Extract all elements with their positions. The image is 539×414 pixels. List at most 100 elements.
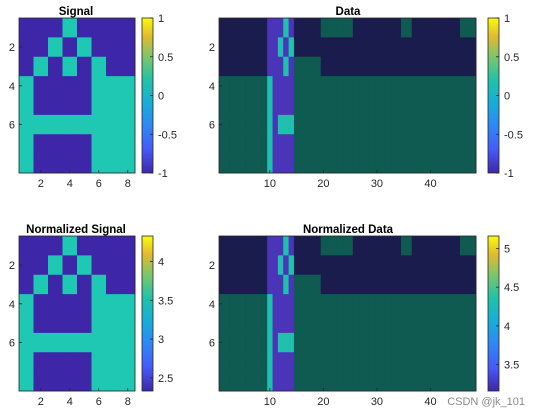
- heatmap-cell: [299, 313, 306, 334]
- heatmap-cell: [352, 332, 359, 353]
- heatmap-cell: [229, 95, 236, 116]
- heatmap-cell: [283, 37, 289, 58]
- colorbar-tick-label: 4.5: [504, 282, 519, 294]
- heatmap-cell: [245, 332, 252, 353]
- heatmap-cell: [358, 95, 364, 116]
- heatmap-cell: [256, 18, 263, 38]
- heatmap-cell: [19, 274, 34, 295]
- heatmap-cell: [120, 371, 136, 392]
- heatmap-cell: [293, 76, 300, 96]
- heatmap-cell: [336, 56, 343, 77]
- heatmap-cell: [288, 274, 295, 295]
- heatmap-cell: [224, 95, 231, 116]
- heatmap-cell: [229, 236, 236, 256]
- heatmap-cell: [347, 153, 354, 174]
- heatmap-cell: [235, 37, 241, 58]
- heatmap-cell: [406, 371, 413, 392]
- heatmap-cell: [120, 37, 136, 58]
- chart-2: 10 20 30 40 2 4 6 Data 1 0.5 0 -0.5 -1: [209, 6, 523, 190]
- heatmap-cell: [33, 255, 49, 276]
- heatmap-cell: [33, 332, 49, 353]
- heatmap-cell: [19, 371, 34, 392]
- heatmap-cell: [277, 95, 284, 116]
- heatmap-cell: [326, 255, 332, 276]
- heatmap-cell: [261, 352, 268, 373]
- heatmap-cell: [470, 255, 477, 276]
- heatmap-cell: [251, 37, 257, 58]
- heatmap-cell: [411, 332, 418, 353]
- heatmap-cell: [256, 352, 263, 373]
- heatmap-cell: [352, 371, 359, 392]
- heatmap-cell: [283, 114, 289, 135]
- heatmap-cell: [347, 313, 354, 334]
- heatmap-cell: [288, 18, 295, 38]
- heatmap-cell: [315, 76, 322, 96]
- heatmap-cell: [401, 352, 407, 373]
- heatmap-cell: [352, 18, 359, 38]
- heatmap-cell: [77, 114, 92, 135]
- chart-title: Normalized Data: [303, 224, 394, 236]
- heatmap-cell: [272, 352, 279, 373]
- heatmap-cell: [433, 134, 439, 155]
- heatmap-cell: [422, 18, 429, 38]
- heatmap-cell: [358, 294, 364, 314]
- heatmap-cell: [267, 255, 273, 276]
- heatmap-cell: [411, 114, 418, 135]
- heatmap-cell: [454, 313, 461, 334]
- heatmap-cell: [427, 56, 434, 77]
- heatmap-cell: [62, 274, 78, 295]
- heatmap-cell: [310, 255, 316, 276]
- heatmap-cell: [454, 134, 461, 155]
- heatmap-cell: [251, 352, 257, 373]
- heatmap-cell: [224, 236, 231, 256]
- heatmap-cell: [449, 294, 455, 314]
- heatmap-cell: [449, 274, 455, 295]
- heatmap-cell: [267, 371, 273, 392]
- heatmap-cell: [245, 371, 252, 392]
- heatmap-cell: [283, 313, 289, 334]
- heatmap-cell: [459, 255, 466, 276]
- heatmap-cell: [267, 294, 273, 314]
- chart-3: 2 4 6 8 2 4 6 Normalized Signal 4 3.5 3 2.5: [9, 224, 173, 408]
- heatmap-cell: [406, 236, 413, 256]
- heatmap-cell: [433, 313, 439, 334]
- heatmap-cell: [438, 255, 445, 276]
- heatmap-cell: [304, 352, 311, 373]
- heatmap-cell: [224, 294, 231, 314]
- heatmap-cell: [427, 332, 434, 353]
- y-tick-label: 2: [209, 260, 215, 272]
- y-tick-label: 4: [209, 299, 215, 311]
- heatmap-cell: [417, 352, 423, 373]
- heatmap-cell: [411, 95, 418, 116]
- heatmap-cell: [326, 313, 332, 334]
- heatmap-cell: [465, 114, 472, 135]
- y-tick-label: 2: [9, 42, 15, 54]
- heatmap-cell: [395, 56, 402, 77]
- heatmap-cell: [379, 313, 386, 334]
- heatmap-cell: [454, 274, 461, 295]
- colorbar-tick-label: 1: [158, 13, 164, 25]
- heatmap-cell: [310, 37, 316, 58]
- heatmap-cell: [91, 352, 107, 373]
- heatmap-cell: [33, 18, 49, 38]
- heatmap-cell: [454, 153, 461, 174]
- heatmap-cell: [251, 134, 257, 155]
- heatmap-cell: [449, 114, 455, 135]
- heatmap-cell: [438, 37, 445, 58]
- heatmap-cell: [417, 37, 423, 58]
- heatmap-cell: [427, 313, 434, 334]
- heatmap-cell: [470, 18, 477, 38]
- heatmap-cell: [272, 95, 279, 116]
- heatmap-cell: [267, 18, 273, 38]
- heatmap-cell: [363, 37, 370, 58]
- heatmap-cell: [395, 313, 402, 334]
- heatmap-cell: [277, 18, 284, 38]
- chart-title: Normalized Signal: [26, 224, 126, 236]
- heatmap-cell: [261, 332, 268, 353]
- heatmap-cell: [310, 56, 316, 77]
- heatmap-cell: [77, 95, 92, 116]
- heatmap-cell: [374, 255, 381, 276]
- heatmap-cell: [245, 134, 252, 155]
- heatmap-cell: [283, 371, 289, 392]
- heatmap-cell: [336, 76, 343, 96]
